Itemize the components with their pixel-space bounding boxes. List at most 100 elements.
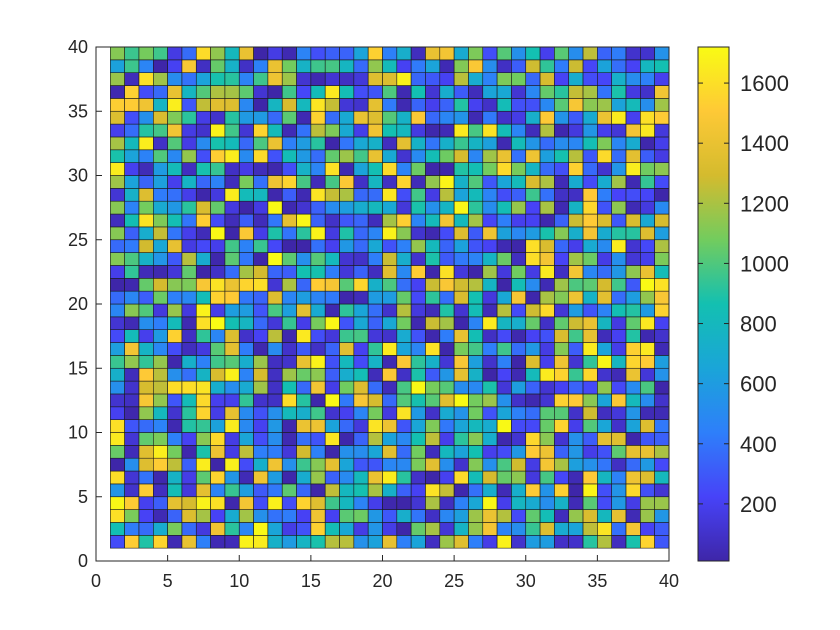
heatmap-cell (511, 534, 527, 549)
heatmap-cell (625, 419, 641, 433)
heatmap-cell (181, 149, 197, 163)
heatmap-cell (167, 213, 183, 228)
heatmap-cell (425, 46, 441, 61)
heatmap-cell (511, 110, 527, 125)
heatmap-cell (439, 149, 455, 163)
heatmap-cell (582, 123, 598, 138)
heatmap-cell (382, 200, 398, 215)
heatmap-cell (468, 175, 484, 189)
heatmap-cell (310, 98, 326, 112)
heatmap-cell (310, 470, 326, 485)
heatmap-cell (496, 46, 512, 61)
heatmap-cell (525, 470, 541, 485)
colorbar (697, 46, 730, 562)
heatmap-cell (110, 393, 125, 408)
heatmap-cell (253, 470, 269, 485)
heatmap-cell (654, 483, 670, 498)
heatmap-cell (310, 213, 326, 228)
heatmap-cell (611, 149, 627, 163)
heatmap-cell (167, 406, 183, 420)
heatmap-cell (439, 46, 455, 61)
heatmap-cell (339, 419, 355, 433)
heatmap-cell (238, 110, 254, 125)
heatmap-cell (582, 59, 598, 73)
heatmap-cell (468, 188, 484, 202)
heatmap-cell (654, 200, 670, 215)
heatmap-cell (339, 380, 355, 395)
heatmap-cell (167, 522, 183, 536)
heatmap-cell (525, 329, 541, 343)
heatmap-cell (296, 316, 312, 331)
heatmap-cell (496, 110, 512, 125)
heatmap-cell (281, 59, 297, 73)
heatmap-cell (253, 380, 269, 395)
heatmap-cell (568, 46, 584, 61)
heatmap-cell (410, 72, 426, 86)
heatmap-cell (296, 123, 312, 138)
heatmap-cell (367, 98, 383, 112)
heatmap-cell (568, 85, 584, 99)
heatmap-cell (382, 188, 398, 202)
heatmap-cell (640, 316, 655, 331)
heatmap-cell (425, 534, 441, 549)
heatmap-cell (539, 406, 555, 420)
heatmap-cell (410, 355, 426, 369)
heatmap-cell (410, 226, 426, 241)
heatmap-cell (539, 496, 555, 510)
heatmap-cell (253, 483, 269, 498)
x-tick-label: 20 (372, 571, 392, 591)
heatmap-cell (539, 188, 555, 202)
heatmap-cell (468, 213, 484, 228)
heatmap-cell (324, 290, 340, 305)
heatmap-cell (425, 367, 441, 382)
heatmap-cell (224, 98, 240, 112)
heatmap-cell (353, 277, 369, 292)
heatmap-cell (110, 149, 125, 163)
heatmap-cell (181, 329, 197, 343)
heatmap-cell (525, 367, 541, 382)
heatmap-cell (453, 496, 469, 510)
heatmap-cell (439, 200, 455, 215)
heatmap-cell (382, 355, 398, 369)
heatmap-cell (224, 380, 240, 395)
heatmap-cell (482, 316, 498, 331)
heatmap-cell (281, 149, 297, 163)
heatmap-cell (654, 380, 670, 395)
heatmap-cell (654, 110, 670, 125)
heatmap-cell (281, 188, 297, 202)
heatmap-cell (554, 419, 570, 433)
heatmap-cell (582, 149, 598, 163)
heatmap-cell (253, 457, 269, 472)
heatmap-cell (110, 342, 125, 356)
colorbar-tick-label: 1400 (740, 131, 789, 156)
heatmap-cell (253, 72, 269, 86)
heatmap-cell (353, 470, 369, 485)
heatmap-cell (281, 329, 297, 343)
heatmap-cell (511, 522, 527, 536)
heatmap-cell (611, 85, 627, 99)
heatmap-cell (496, 496, 512, 510)
heatmap-cell (511, 457, 527, 472)
heatmap-cell (367, 509, 383, 523)
heatmap-cell (511, 162, 527, 176)
heatmap-cell (568, 406, 584, 420)
heatmap-cell (238, 46, 254, 61)
heatmap-cell (482, 162, 498, 176)
heatmap-cell (195, 239, 211, 253)
heatmap-cell (410, 342, 426, 356)
heatmap-cell (153, 522, 168, 536)
heatmap-cell (195, 277, 211, 292)
heatmap-cell (382, 252, 398, 266)
heatmap-cell (496, 98, 512, 112)
heatmap-cell (367, 393, 383, 408)
heatmap-cell (410, 445, 426, 459)
heatmap-cell (640, 509, 655, 523)
heatmap-cell (382, 175, 398, 189)
heatmap-cell (611, 136, 627, 151)
heatmap-cell (511, 393, 527, 408)
heatmap-cell (453, 85, 469, 99)
heatmap-cell (167, 483, 183, 498)
heatmap-cell (554, 290, 570, 305)
heatmap-cell (310, 265, 326, 279)
heatmap-cell (582, 188, 598, 202)
